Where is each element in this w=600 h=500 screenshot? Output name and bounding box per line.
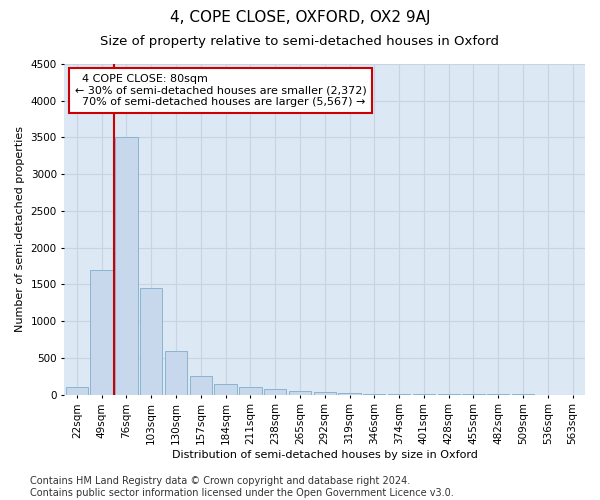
X-axis label: Distribution of semi-detached houses by size in Oxford: Distribution of semi-detached houses by …: [172, 450, 478, 460]
Bar: [115, 138, 137, 394]
Text: 4, COPE CLOSE, OXFORD, OX2 9AJ: 4, COPE CLOSE, OXFORD, OX2 9AJ: [170, 10, 430, 25]
Bar: [314, 392, 336, 394]
Text: Contains HM Land Registry data © Crown copyright and database right 2024.
Contai: Contains HM Land Registry data © Crown c…: [30, 476, 454, 498]
Y-axis label: Number of semi-detached properties: Number of semi-detached properties: [15, 126, 25, 332]
Bar: [91, 270, 113, 394]
Bar: [214, 384, 237, 394]
Text: Size of property relative to semi-detached houses in Oxford: Size of property relative to semi-detach…: [101, 35, 499, 48]
Bar: [140, 288, 163, 395]
Bar: [264, 389, 286, 394]
Text: 4 COPE CLOSE: 80sqm
← 30% of semi-detached houses are smaller (2,372)
  70% of s: 4 COPE CLOSE: 80sqm ← 30% of semi-detach…: [75, 74, 367, 107]
Bar: [289, 390, 311, 394]
Bar: [239, 388, 262, 394]
Bar: [165, 350, 187, 395]
Bar: [338, 393, 361, 394]
Bar: [190, 376, 212, 394]
Bar: [65, 388, 88, 394]
